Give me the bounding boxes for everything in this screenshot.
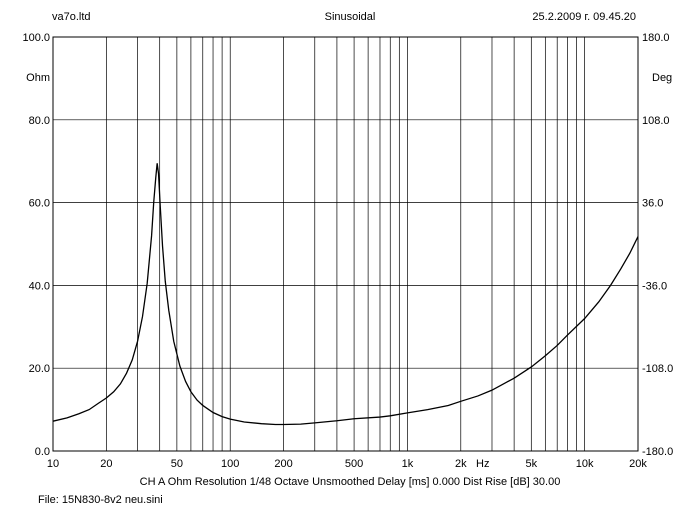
timestamp: 25.2.2009 г. 09.45.20 (532, 11, 636, 23)
file-name: File: 15N830-8v2 neu.sini (38, 494, 163, 506)
plot-frame (52, 36, 639, 452)
x-tick-label: 500 (345, 458, 363, 470)
y2-tick-label: -108.0 (642, 363, 673, 375)
y2-tick-label: -36.0 (642, 280, 667, 292)
x-axis-unit-label: Hz (476, 458, 489, 470)
measurement-settings: CH A Ohm Resolution 1/48 Octave Unsmooth… (139, 476, 561, 488)
x-tick-label: 5k (525, 458, 537, 470)
x-tick-label: 2k (455, 458, 467, 470)
x-tick-label: 50 (171, 458, 183, 470)
y2-tick-label: 180.0 (642, 32, 670, 44)
impedance-series-line (52, 163, 639, 426)
x-tick-label: 1k (402, 458, 414, 470)
x-tick-label: 20k (629, 458, 647, 470)
y2-tick-label: -180.0 (642, 446, 673, 458)
header-left-label: va7o.ltd (52, 11, 91, 23)
x-tick-label: 100 (221, 458, 239, 470)
x-tick-label: 200 (274, 458, 292, 470)
y2-axis-unit-label: Deg (652, 72, 672, 84)
x-tick-label: 10k (576, 458, 594, 470)
chart-title: Sinusoidal (324, 11, 376, 23)
y-tick-label: 0.0 (35, 446, 50, 458)
y-tick-label: 60.0 (29, 198, 50, 210)
y2-tick-label: 36.0 (642, 198, 663, 210)
axis-labels: 0.0 20.0 40.0 60.0 80.0 100.0 -180.0 -108.0 -36.… (22, 32, 673, 470)
y-tick-label: 80.0 (29, 115, 50, 127)
y2-tick-label: 108.0 (642, 115, 670, 127)
chart-grid (53, 37, 638, 451)
x-tick-label: 10 (47, 458, 59, 470)
x-tick-label: 20 (100, 458, 112, 470)
y-tick-label: 20.0 (29, 363, 50, 375)
y-tick-label: 100.0 (22, 32, 50, 44)
y-axis-unit-label: Ohm (26, 72, 50, 84)
y-tick-label: 40.0 (29, 280, 50, 292)
